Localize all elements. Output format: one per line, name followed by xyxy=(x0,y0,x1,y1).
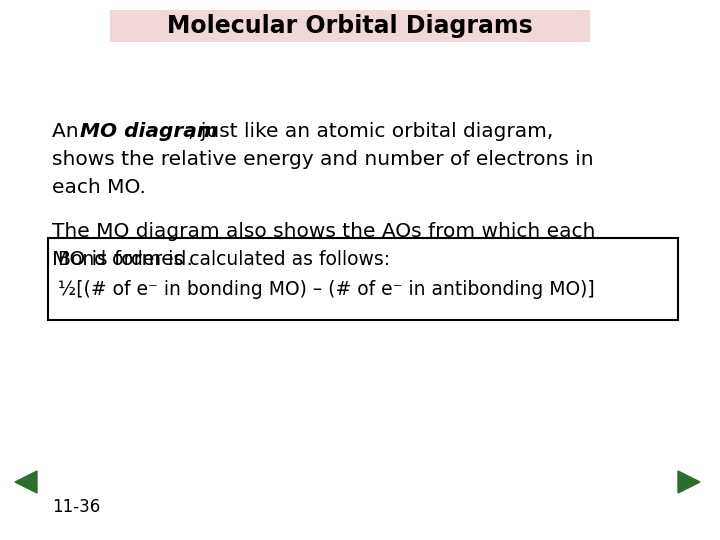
Text: The MO diagram also shows the AOs from which each: The MO diagram also shows the AOs from w… xyxy=(52,222,595,241)
Bar xyxy=(48,238,678,320)
Text: shows the relative energy and number of electrons in: shows the relative energy and number of … xyxy=(52,150,593,169)
Text: Molecular Orbital Diagrams: Molecular Orbital Diagrams xyxy=(167,14,533,38)
Text: MO is formed.: MO is formed. xyxy=(52,250,193,269)
Text: An: An xyxy=(52,122,85,141)
Polygon shape xyxy=(15,471,37,493)
Text: , just like an atomic orbital diagram,: , just like an atomic orbital diagram, xyxy=(188,122,554,141)
Text: Bond order is calculated as follows:: Bond order is calculated as follows: xyxy=(58,250,390,269)
Text: 11-36: 11-36 xyxy=(52,498,100,516)
Text: MO diagram: MO diagram xyxy=(80,122,218,141)
Bar xyxy=(110,10,590,42)
Polygon shape xyxy=(678,471,700,493)
Text: ½[(# of e⁻ in bonding MO) – (# of e⁻ in antibonding MO)]: ½[(# of e⁻ in bonding MO) – (# of e⁻ in … xyxy=(58,280,595,299)
Text: each MO.: each MO. xyxy=(52,178,146,197)
